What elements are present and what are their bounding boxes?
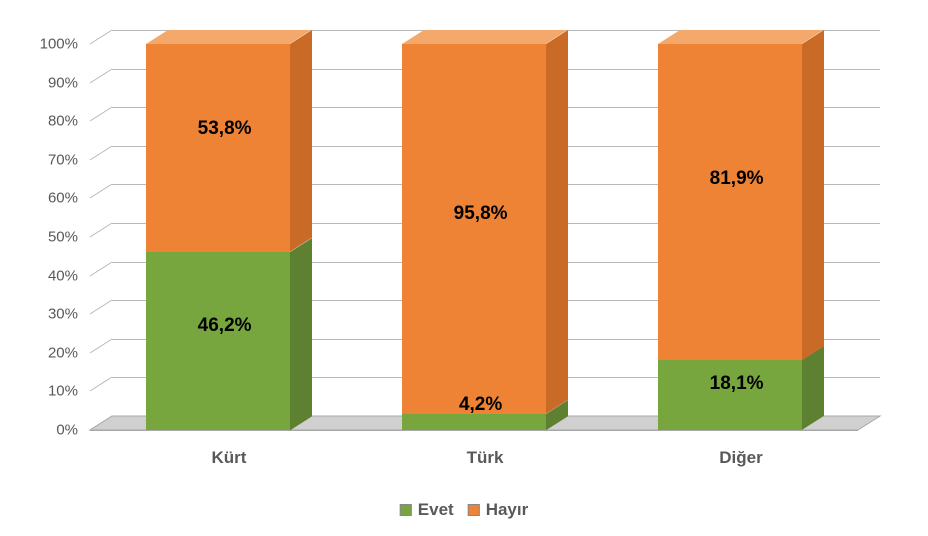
bar-front (658, 360, 801, 430)
plot-area (90, 30, 880, 430)
legend-item: Hayır (468, 500, 529, 520)
bar-front (146, 252, 289, 430)
data-label: 95,8% (454, 203, 508, 225)
y-tick-label: 10% (0, 383, 78, 400)
bar-front (402, 44, 545, 414)
x-tick-label: Kürt (212, 448, 247, 468)
bar-side (290, 238, 312, 430)
legend-swatch (400, 504, 412, 516)
y-tick-label: 20% (0, 344, 78, 361)
bar-roof (146, 30, 311, 44)
gridline-connector (90, 262, 113, 277)
data-label: 46,2% (198, 315, 252, 337)
gridline-connector (90, 69, 113, 84)
y-tick-label: 0% (0, 422, 78, 439)
gridline-connector (90, 30, 113, 45)
gridline-connector (90, 107, 113, 122)
bar-roof (658, 30, 823, 44)
y-tick-label: 50% (0, 229, 78, 246)
legend-label: Evet (418, 500, 454, 520)
gridline-connector (90, 377, 113, 392)
bar-roof (402, 30, 567, 44)
data-label: 53,8% (198, 118, 252, 140)
gridline-connector (90, 184, 113, 199)
bar-side (290, 30, 312, 252)
legend-item: Evet (400, 500, 454, 520)
y-tick-label: 100% (0, 36, 78, 53)
gridline-connector (90, 339, 113, 354)
y-tick-label: 70% (0, 151, 78, 168)
bar-side (546, 30, 568, 414)
gridline-connector (90, 146, 113, 161)
data-label: 81,9% (710, 168, 764, 190)
legend-swatch (468, 504, 480, 516)
bar-front (402, 414, 545, 430)
data-label: 4,2% (459, 394, 502, 416)
x-tick-label: Türk (467, 448, 504, 468)
gridline-connector (90, 300, 113, 315)
bar-front (146, 44, 289, 252)
legend: Evet Hayır (400, 500, 528, 520)
y-tick-label: 30% (0, 306, 78, 323)
bar-front (658, 44, 801, 360)
stacked-bar-chart: Evet Hayır 0% 10% 20% 30% 40% 50% 60% 70% 80% 90% 1… (0, 0, 928, 536)
y-tick-label: 90% (0, 74, 78, 91)
y-tick-label: 60% (0, 190, 78, 207)
x-tick-label: Diğer (719, 448, 762, 468)
gridline-connector (90, 223, 113, 238)
legend-label: Hayır (486, 500, 529, 520)
data-label: 18,1% (710, 373, 764, 395)
y-tick-label: 40% (0, 267, 78, 284)
y-tick-label: 80% (0, 113, 78, 130)
bar-side (802, 30, 824, 360)
floor-front-edge (90, 430, 858, 431)
